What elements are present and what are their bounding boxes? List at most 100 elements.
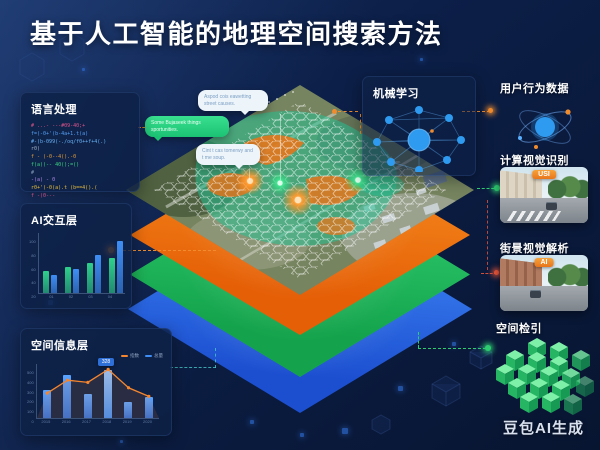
decor-pixel [300,433,304,437]
bubble-tail [240,110,250,120]
bubble-tail [153,136,163,146]
ai-chart-y-ticks: 100 80 60 40 20 [21,239,38,299]
legend-item: 总量 [145,353,163,359]
chart-bar [94,254,101,293]
x-label: 03 [88,294,93,299]
y-tick: 200 [27,399,34,405]
decor-pixel [120,440,123,443]
y-tick: 300 [27,389,34,395]
spatial-line-chart [36,367,159,418]
spatial-chart-legend: 指数 总量 [121,353,163,359]
detection-badge: USI [532,170,556,179]
chat-bubble-3: Cint t cas tomerwy and t me soup. [196,144,260,169]
bar-group [86,254,101,293]
connector-dot-green [485,345,491,351]
panel-ai-interaction-layer: AI交互层 100 80 60 40 20 01 02 03 04 [20,203,132,309]
chat-bubble-1: Aspod cois eawetting street causes. [198,90,268,115]
chart-bar [42,389,51,418]
ai-watermark: 豆包AI生成 [502,420,584,437]
panel-spatial-info-layer: 空间信息层 指数 总量 500 400 300 200 100 0 328 2015 2016… [20,328,172,436]
x-label: 2020 [143,419,152,424]
photo-trees [548,263,588,289]
voxel-cubes-icon [496,338,594,415]
decor-dot [292,91,294,93]
label-spatial-index: 空间检引 [496,323,542,335]
orbit-data-icon [518,109,572,149]
y-tick: 0 [31,418,34,424]
decor-dot [268,101,270,103]
x-label: 01 [49,294,54,299]
chat-bubble-text: Some Bujaseek things sportunities. [151,120,201,133]
chart-bar [108,258,115,293]
decor-dot [276,98,278,100]
y-tick: 60 [31,266,36,272]
photo-trees [548,175,588,201]
connector-interaction-layer [118,250,216,251]
connector-dot-orange [332,109,337,114]
code-line: r0+'(-0(a).t (b==4().( [31,185,98,191]
chart-bar [42,271,49,293]
panel-label: 语言处理 [31,104,77,116]
connector-dot-orange [488,108,493,113]
ai-chart-bars [37,233,125,294]
decor-pixel [398,386,403,391]
trend-points [45,367,151,398]
connector-ml-left [338,111,358,112]
chart-bar [64,266,71,293]
code-line: -(a) - 0 [31,177,56,184]
connector-street-h [481,273,497,274]
street-photo-cv: USI [500,167,588,223]
detection-badge: AI [534,258,554,267]
connector-street-v [487,200,488,270]
spatial-chart-y-ticks: 500 400 300 200 100 0 [21,370,36,424]
chart-bar [83,393,92,418]
spatial-chart-plot: 328 [35,358,159,419]
photo-car [546,202,557,210]
y-tick: 80 [31,252,36,258]
chat-bubble-text: Aspod cois eawetting street causes. [204,94,252,107]
x-label: 2015 [41,419,51,424]
decor-pixel [420,58,423,61]
decor-dot [284,94,286,96]
connector-dot-green [494,185,500,191]
ai-chart-x-labels: 01 02 03 04 [38,294,120,299]
chart-bar [144,397,153,418]
code-line: f - (-0--4().-0 [31,154,77,160]
x-label: 2019 [122,419,132,424]
decor-pixel [342,428,348,434]
connector-ml-down [360,114,361,134]
chart-bar [124,401,133,418]
panel-machine-learning: 机械学习 [362,76,476,176]
panel-label: AI交互层 [31,215,78,227]
chart-bar [63,374,72,418]
x-label: 2017 [82,419,91,424]
bubble-connector-line [249,168,250,180]
code-line: f=(-0+'(b-4a+1.t(a) [31,130,89,137]
legend-item: 指数 [121,353,139,359]
photo-crosswalk [506,211,562,221]
connector-ml-to-behavior [462,111,490,112]
x-label: 02 [68,294,74,299]
chart-bar [103,370,112,418]
chat-bubble-text: Cint t cas tomerwy and t me soup. [202,148,253,161]
y-tick: 400 [27,379,34,385]
spatial-chart-x-labels: 2015 2016 2017 2018 2019 2020 [36,419,158,424]
photo-road [500,286,588,311]
chart-bar [72,269,79,293]
code-line: f(a)(-- 40();=() [31,161,80,168]
neural-network-icon [373,106,465,174]
y-tick: 100 [29,239,36,244]
chart-bar [86,263,93,293]
connector-cv [477,188,499,189]
connector-index-h [418,348,486,349]
line-area-fill [36,369,159,418]
bar-group [108,241,123,293]
y-tick: 500 [27,370,34,375]
photo-car [530,290,541,298]
connector-dot-red [494,270,499,275]
decor-pixel [82,68,85,71]
connector-spatial-v [215,348,216,368]
code-block: # ...- ---#09-40;+ f=(-0+'(b-4a+1.t(a) #-… [21,120,139,207]
trend-line [46,368,149,397]
